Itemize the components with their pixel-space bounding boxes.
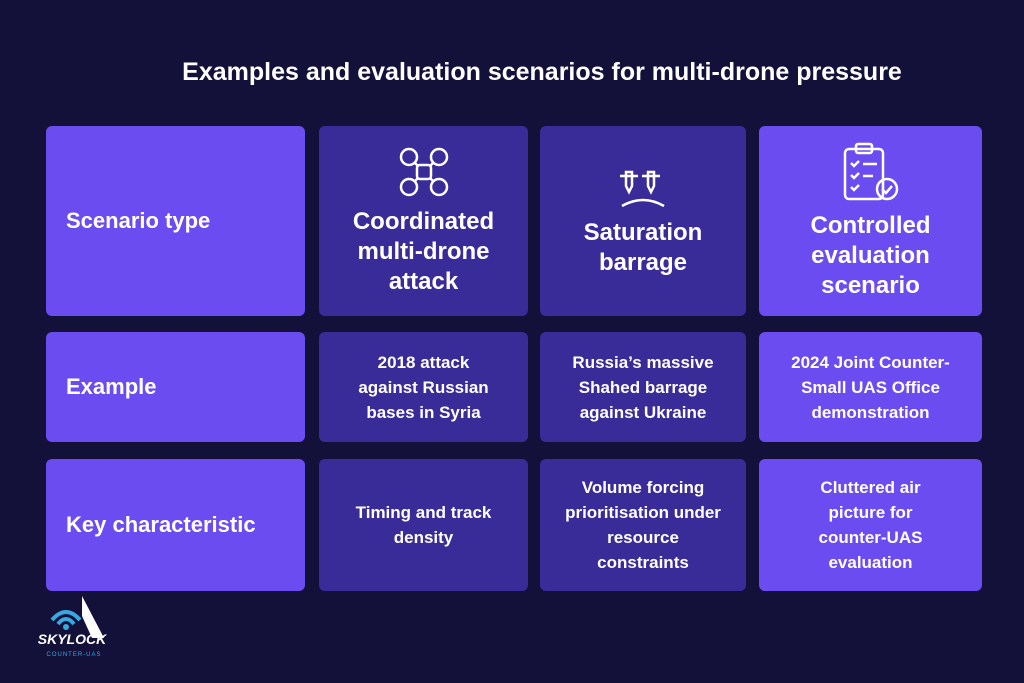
cell-text: Key characteristic — [66, 512, 256, 537]
row-header: Scenario type — [46, 126, 305, 316]
row-header: Key characteristic — [46, 459, 305, 591]
cell-text: Controlled evaluation scenario — [810, 212, 931, 299]
barrage-icon — [620, 170, 665, 208]
table-cell: 2024 Joint Counter-Small UAS Office demo… — [759, 332, 982, 442]
cell-text: Saturation barrage — [583, 219, 703, 276]
table-cell: Cluttered air picture for counter-UAS ev… — [759, 459, 982, 591]
column-header: Controlled evaluation scenario — [759, 126, 982, 316]
title: Examples and evaluation scenarios for mu… — [182, 58, 902, 86]
cell-text: Timing and track density — [355, 503, 492, 547]
table-cell: Timing and track density — [319, 459, 528, 591]
cell-text: 2024 Joint Counter-Small UAS Office demo… — [791, 352, 950, 422]
cell-text: Coordinated multi-drone attack — [352, 208, 495, 295]
column-header: Saturation barrage — [540, 126, 746, 316]
column-header: Coordinated multi-drone attack — [319, 126, 528, 316]
table-cell: Russia’s massive Shahed barrage against … — [540, 332, 746, 442]
cell-text: Cluttered air picture for counter-UAS ev… — [818, 478, 923, 572]
cell-text: Scenario type — [66, 208, 211, 233]
cell-text: Volume forcing prioritisation under reso… — [565, 478, 721, 572]
row-header: Example — [46, 332, 305, 442]
logo-name: SKYLOCK — [38, 631, 107, 647]
cell-text: Example — [66, 374, 157, 399]
logo: SKYLOCK COUNTER-UAS — [38, 596, 107, 658]
drone-icon — [399, 147, 448, 197]
cell-text: 2018 attack against Russian bases in Syr… — [358, 352, 489, 422]
logo-tagline: COUNTER-UAS — [46, 652, 101, 658]
table-cell: Volume forcing prioritisation under reso… — [540, 459, 746, 591]
table-cell: 2018 attack against Russian bases in Syr… — [319, 332, 528, 442]
cell-text: Russia’s massive Shahed barrage against … — [572, 352, 714, 422]
checklist-icon — [843, 142, 898, 201]
